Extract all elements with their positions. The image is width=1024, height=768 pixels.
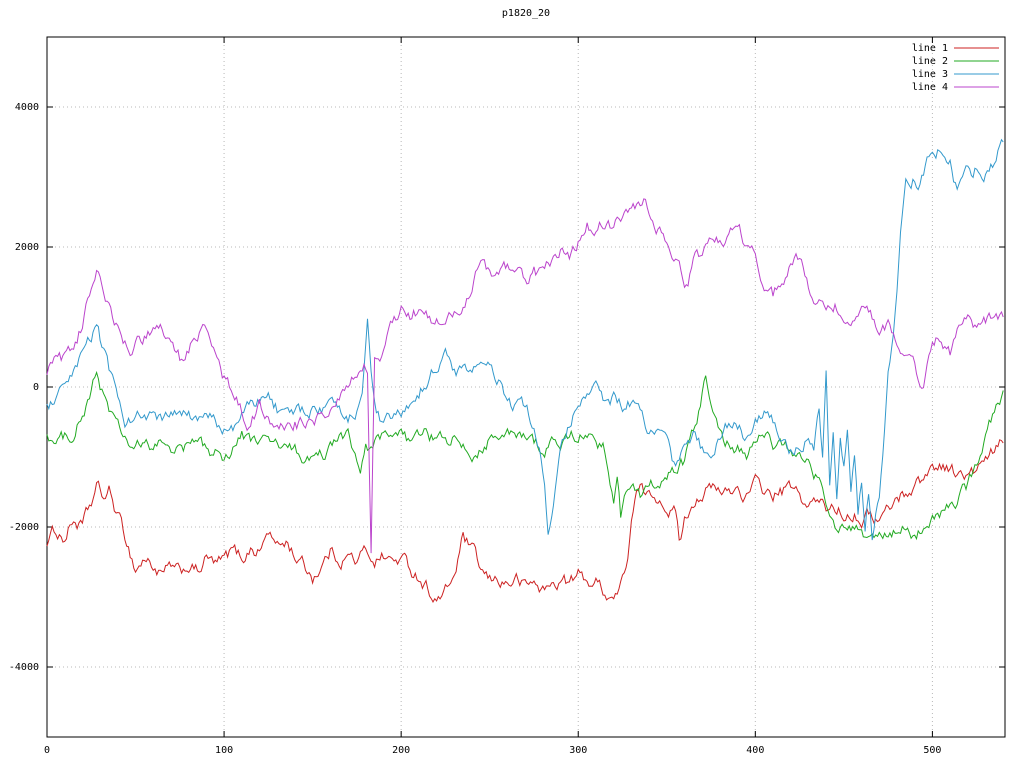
y-tick-label: 4000 [15, 102, 39, 113]
y-tick-label: 0 [33, 382, 39, 393]
legend-label: line 4 [912, 82, 948, 93]
x-tick-label: 0 [44, 745, 50, 756]
x-tick-label: 400 [746, 745, 764, 756]
x-tick-label: 500 [923, 745, 941, 756]
x-tick-label: 300 [569, 745, 587, 756]
legend-label: line 3 [912, 69, 948, 80]
x-tick-label: 100 [215, 745, 233, 756]
plot-border [46, 36, 1006, 738]
y-tick-label: -2000 [9, 522, 39, 533]
x-tick-label: 200 [392, 745, 410, 756]
series-line-1 [46, 439, 1004, 603]
legend-label: line 1 [912, 43, 948, 54]
legend-label: line 2 [912, 56, 948, 67]
y-tick-label: -4000 [9, 662, 39, 673]
series-line-2 [46, 370, 1004, 541]
chart-title: p1820_20 [501, 8, 551, 19]
series-line-3 [46, 138, 1004, 541]
series-line-4 [46, 198, 1004, 554]
y-tick-label: 2000 [15, 242, 39, 253]
